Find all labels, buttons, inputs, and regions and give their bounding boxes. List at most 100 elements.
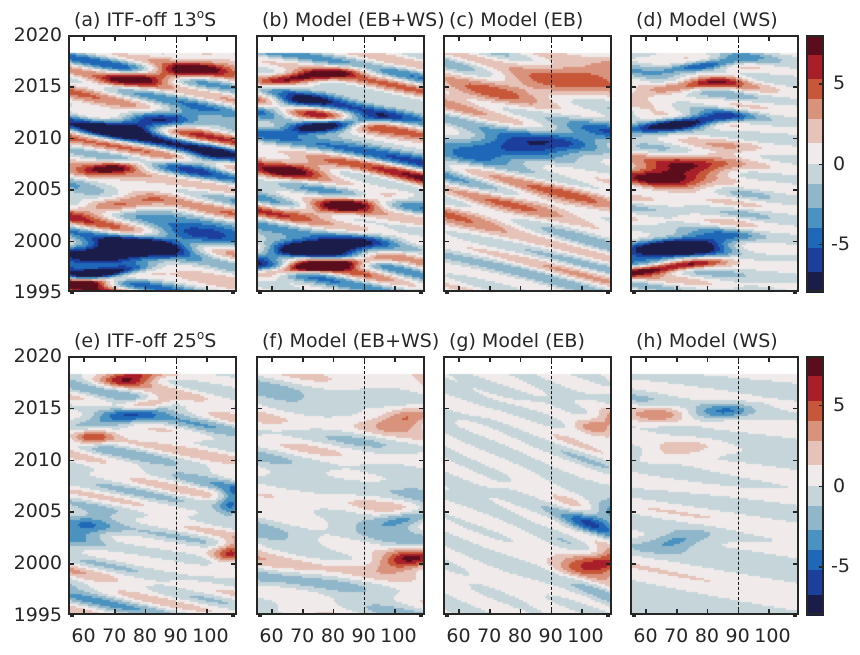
colorbar-segment — [806, 39, 824, 45]
x-tickmark — [519, 609, 522, 613]
y-tickmark — [419, 407, 423, 410]
panel-g — [443, 356, 612, 617]
y-tickmark — [632, 35, 636, 37]
colorbar-segment — [806, 590, 824, 596]
x-tickmark — [332, 37, 335, 41]
x-tickmark — [550, 286, 553, 290]
y-tickmark — [70, 137, 74, 140]
heatmap-field-h — [630, 356, 799, 615]
x-tickmark — [175, 37, 178, 41]
x-tickmark — [519, 358, 522, 362]
panel-c — [443, 35, 612, 294]
x-tickmark — [768, 609, 770, 613]
colorbar-segment — [806, 384, 824, 390]
y-tick-label: 2020 — [13, 345, 62, 367]
x-tick-label: 80 — [507, 625, 532, 647]
y-tickmark — [231, 292, 235, 294]
x-tickmark — [175, 286, 178, 290]
colorbar-segment — [806, 243, 824, 249]
colorbar-segment — [806, 195, 824, 201]
y-tickmark — [606, 189, 610, 191]
colorbar-segment — [806, 123, 824, 129]
x-tickmark — [302, 37, 304, 41]
panel-title-text: (e) ITF-off 25 — [74, 330, 197, 352]
x-tick-label: 80 — [132, 625, 157, 647]
heatmap-field-g — [443, 356, 612, 615]
x-tickmark — [737, 37, 740, 41]
x-tickmark — [581, 37, 583, 41]
x-tick-label: 90 — [351, 625, 376, 647]
heatmap-field-a — [68, 35, 237, 292]
colorbar-segment — [806, 493, 824, 499]
colorbar-segment — [806, 75, 824, 81]
y-tickmark — [419, 189, 423, 191]
x-tickmark — [581, 609, 583, 613]
y-tick-label: 2015 — [13, 396, 62, 419]
y-tickmark — [632, 137, 636, 140]
y-tickmark — [445, 615, 449, 617]
y-tick-label: 2015 — [13, 75, 62, 98]
y-tickmark — [606, 292, 610, 294]
y-tickmark — [793, 356, 797, 358]
colorbar-segment — [806, 408, 824, 414]
y-tickmark — [632, 407, 636, 410]
colorbar-segment — [806, 55, 824, 61]
panel-title-text: (g) Model (EB) — [449, 330, 585, 352]
y-tickmark — [445, 356, 449, 358]
y-tickmark — [419, 35, 423, 37]
y-tickmark — [231, 86, 235, 88]
colorbar-segment — [806, 566, 824, 572]
colorbar-segment — [806, 396, 824, 402]
y-tickmark — [419, 563, 423, 565]
y-tickmark — [793, 407, 797, 410]
y-tickmark — [231, 615, 235, 617]
x-tickmark — [489, 37, 491, 41]
colorbar-segment — [806, 43, 824, 49]
colorbar-segment — [806, 602, 824, 608]
colorbar-segment — [806, 115, 824, 121]
panel-e — [68, 356, 237, 617]
x-tickmark — [581, 358, 583, 362]
y-tickmark — [231, 240, 235, 243]
colorbar-segment — [806, 199, 824, 205]
colorbar-segment — [806, 534, 824, 540]
colorbar-segment — [806, 275, 824, 281]
colorbar-segment — [806, 239, 824, 245]
colorbar-segment — [806, 517, 824, 523]
x-tick-label: 90 — [538, 625, 563, 647]
colorbar-segment — [806, 469, 824, 475]
colorbar-segment — [806, 356, 824, 362]
x-tickmark — [676, 609, 678, 613]
panel-title-b: (b) Model (EB+WS) — [262, 11, 445, 30]
y-tickmark — [793, 292, 797, 294]
x-tickmark — [394, 358, 396, 362]
colorbar-segment — [806, 404, 824, 410]
colorbar-segment — [806, 63, 824, 69]
x-tick-label: 70 — [477, 625, 502, 647]
y-tickmark — [70, 292, 74, 294]
y-tickmark — [632, 240, 636, 243]
x-tickmark — [550, 609, 553, 613]
x-tickmark — [206, 37, 208, 41]
colorbar-segment — [806, 594, 824, 600]
colorbar-segment — [806, 513, 824, 519]
y-tickmark — [606, 459, 610, 462]
colorbar-segment — [806, 235, 824, 241]
colorbar-segment — [806, 574, 824, 580]
y-tickmark — [606, 407, 610, 410]
colorbar-segment — [806, 159, 824, 165]
x-tickmark — [144, 358, 147, 362]
y-tickmark — [70, 189, 74, 191]
colorbar-segment — [806, 453, 824, 459]
colorbar-segment — [806, 542, 824, 548]
colorbar-segment — [806, 497, 824, 503]
y-tickmark — [419, 292, 423, 294]
colorbar-segment — [806, 424, 824, 430]
x-tickmark — [83, 609, 85, 613]
y-tickmark — [606, 35, 610, 37]
colorbar-segment — [806, 582, 824, 588]
y-tickmark — [793, 35, 797, 37]
panel-b — [256, 35, 425, 294]
colorbar-segment — [806, 473, 824, 479]
y-tickmark — [445, 137, 449, 140]
